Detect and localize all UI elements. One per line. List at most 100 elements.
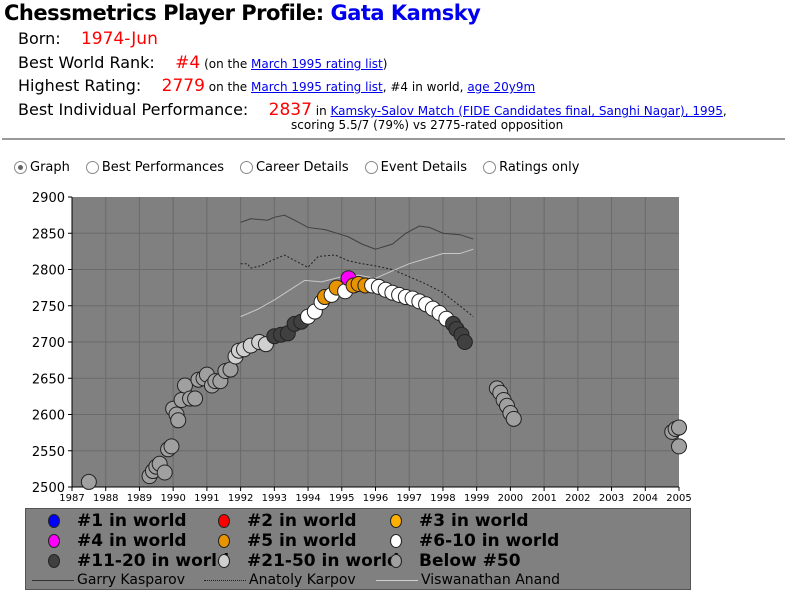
legend-r11: #11-20 in world: [48, 551, 229, 571]
player-name: Gata Kamsky: [330, 1, 481, 25]
x-tick-label: 1992: [228, 493, 253, 504]
legend-label: #11-20 in world: [77, 551, 230, 571]
y-tick-label: 2900: [32, 191, 65, 206]
legend-marker: [390, 514, 402, 528]
view-options: Graph Best Performances Career Details E…: [14, 160, 595, 175]
x-tick-label: 2002: [565, 493, 590, 504]
x-tick-label: 2004: [633, 493, 658, 504]
x-tick-label: 2000: [498, 493, 523, 504]
legend-r21: #21-50 in world: [218, 551, 399, 571]
data-point-b50: [80, 473, 97, 490]
y-tick-label: 2850: [32, 227, 65, 242]
tab-best-performances[interactable]: Best Performances: [85, 160, 224, 175]
best-rank-row: Best World Rank: #4 (on the March 1995 r…: [18, 53, 387, 73]
x-tick-label: 1987: [59, 493, 84, 504]
age-link[interactable]: age 20y9m: [467, 80, 536, 94]
rating-list-link[interactable]: March 1995 rating list: [251, 57, 383, 71]
legend-r4: #4 in world: [48, 531, 187, 551]
data-point-b50: [505, 410, 522, 427]
legend-label: Garry Kasparov: [77, 572, 186, 588]
y-tick-label: 2650: [32, 372, 65, 387]
x-tick-label: 2005: [666, 493, 691, 504]
legend-label: #1 in world: [77, 511, 187, 531]
x-tick-label: 1995: [329, 493, 354, 504]
divider: [2, 138, 785, 140]
best-rank-pre: (on the: [204, 57, 252, 71]
best-perf-label: Best Individual Performance:: [18, 100, 249, 119]
chart-legend: #1 in world #4 in world #11-20 in world …: [25, 508, 691, 590]
x-tick-label: 1994: [295, 493, 320, 504]
legend-marker: [218, 534, 230, 548]
data-point-b50: [156, 464, 173, 481]
rating-list-link-2[interactable]: March 1995 rating list: [251, 80, 383, 94]
legend-label: Anatoly Karpov: [249, 572, 356, 588]
legend-anand: Viswanathan Anand: [376, 572, 560, 588]
highest-pre: on the: [204, 80, 251, 94]
data-point-r11: [456, 334, 473, 350]
legend-karpov: Anatoly Karpov: [204, 572, 356, 588]
radio-icon: [483, 161, 497, 174]
y-tick-label: 2700: [32, 336, 65, 351]
x-tick-label: 1996: [363, 493, 388, 504]
best-perf-post: ,: [722, 104, 727, 118]
data-point-b50: [187, 390, 204, 407]
legend-r5: #5 in world: [218, 531, 357, 551]
legend-line: [376, 579, 418, 581]
legend-label: #3 in world: [419, 511, 529, 531]
data-point-b50: [671, 419, 687, 436]
x-tick-label: 1990: [160, 493, 185, 504]
legend-label: #2 in world: [247, 511, 357, 531]
x-tick-label: 1988: [93, 493, 118, 504]
event-link[interactable]: Kamsky-Salov Match (FIDE Candidates fina…: [330, 104, 723, 118]
x-tick-label: 2001: [531, 493, 556, 504]
series-line-garry-kasparov: [240, 214, 474, 250]
legend-r6: #6-10 in world: [390, 531, 559, 551]
legend-line: [32, 579, 74, 581]
best-rank-label: Best World Rank:: [18, 53, 155, 72]
y-tick-label: 2500: [32, 481, 65, 496]
born-label: Born:: [18, 29, 61, 48]
born-value: 1974-Jun: [80, 29, 158, 49]
highest-mid: , #4 in world,: [382, 80, 468, 94]
x-tick-label: 1993: [262, 493, 287, 504]
highest-rating-row: Highest Rating: 2779 on the March 1995 r…: [18, 76, 535, 96]
highest-value: 2779: [161, 76, 205, 96]
tab-ratings-only[interactable]: Ratings only: [483, 160, 579, 175]
page-title: Chessmetrics Player Profile: Gata Kamsky: [4, 1, 481, 25]
tab-graph[interactable]: Graph: [14, 160, 70, 175]
legend-marker: [218, 554, 230, 568]
x-tick-label: 1998: [430, 493, 455, 504]
legend-r2: #2 in world: [218, 511, 357, 531]
tab-career-details[interactable]: Career Details: [239, 160, 349, 175]
tab-label: Ratings only: [499, 160, 580, 175]
x-tick-label: 1997: [396, 493, 421, 504]
x-tick-label: 1999: [464, 493, 489, 504]
tab-label: Career Details: [255, 160, 349, 175]
legend-b50: Below #50: [390, 551, 521, 571]
best-performance-row: Best Individual Performance: 2837 in Kam…: [18, 100, 727, 120]
legend-marker: [390, 554, 402, 568]
legend-marker: [218, 514, 230, 528]
tab-label: Event Details: [380, 160, 468, 175]
legend-marker: [390, 534, 402, 548]
x-tick-label: 1991: [194, 493, 219, 504]
legend-r1: #1 in world: [48, 511, 187, 531]
highest-label: Highest Rating:: [18, 76, 142, 95]
best-perf-score: scoring 5.5/7 (79%) vs 2775-rated opposi…: [291, 118, 564, 132]
legend-label: Viswanathan Anand: [421, 572, 560, 588]
best-rank-value: #4: [175, 53, 201, 73]
x-tick-label: 2003: [599, 493, 624, 504]
radio-icon: [239, 161, 253, 174]
series-line-viswanathan-anand: [240, 248, 474, 318]
legend-marker: [48, 534, 60, 548]
best-perf-value: 2837: [268, 100, 312, 120]
legend-line: [204, 579, 246, 581]
y-tick-label: 2600: [32, 409, 65, 424]
best-rank-post: ): [382, 57, 388, 71]
y-tick-label: 2750: [32, 300, 65, 315]
y-tick-label: 2550: [32, 445, 65, 460]
legend-label: #5 in world: [247, 531, 357, 551]
best-perf-pre: in: [311, 104, 331, 118]
radio-icon: [85, 161, 99, 174]
tab-event-details[interactable]: Event Details: [364, 160, 468, 175]
